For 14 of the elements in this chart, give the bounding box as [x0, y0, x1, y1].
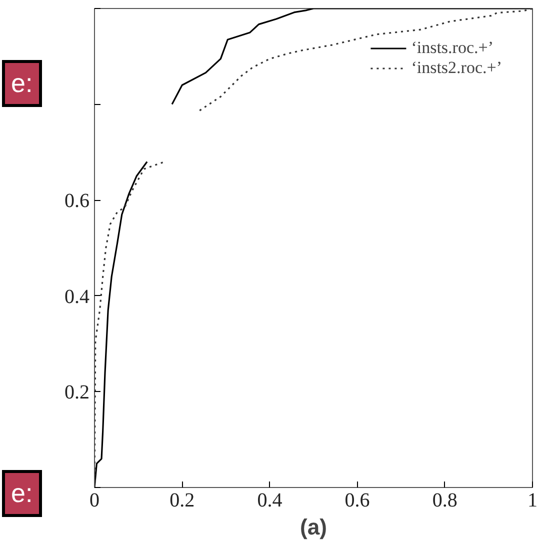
x-tick-label: 0 [90, 490, 100, 512]
x-tick-label: 1 [528, 490, 538, 512]
x-tick-label: 0.4 [257, 490, 282, 512]
legend-label: ‘insts.roc.+’ [411, 38, 494, 58]
x-tick-label: 0.8 [432, 490, 458, 512]
text: e: [2, 60, 42, 108]
y-tick-label: 0.6 [64, 190, 90, 212]
x-tick-label: 0.2 [170, 490, 195, 512]
legend-label: ‘insts2.roc.+’ [411, 58, 502, 78]
y-tick-label: 0.2 [64, 382, 90, 404]
y-tick-label: 0.4 [64, 286, 90, 308]
x-tick-label: 0.6 [344, 490, 370, 512]
text: e: [2, 470, 42, 518]
x-axis-title: (a) [300, 514, 327, 540]
